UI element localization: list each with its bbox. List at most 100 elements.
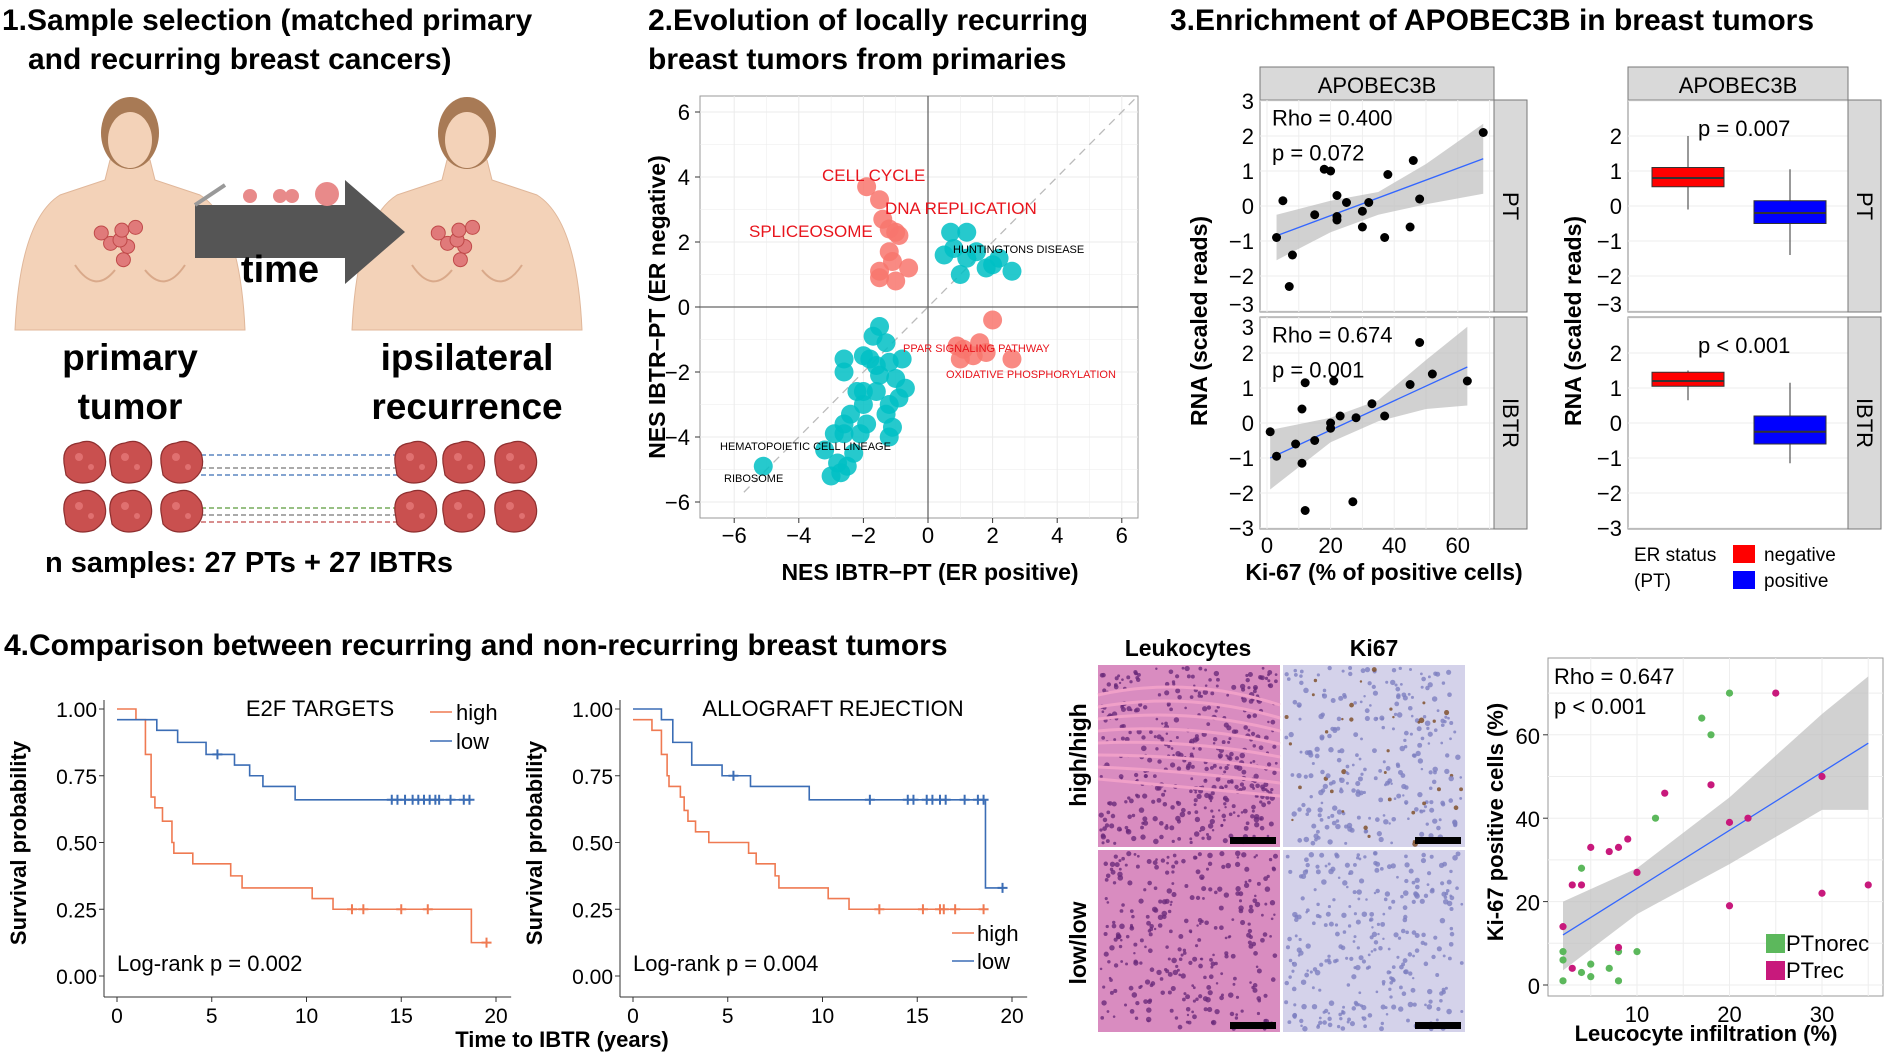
x-tick-label: 10	[811, 1005, 834, 1028]
x-axis-label: NES IBTR−PT (ER positive)	[781, 559, 1078, 585]
censor-mark	[908, 794, 919, 805]
data-point	[1577, 881, 1586, 889]
x-tick-label: 0	[627, 1005, 639, 1028]
x-axis-label: Leucocyte infiltration (%)	[1575, 1021, 1838, 1046]
data-point	[1624, 835, 1632, 843]
censor-mark	[950, 904, 961, 915]
x-tick-label: 20	[1717, 1002, 1741, 1027]
strip-label: APOBEC3B	[1679, 73, 1798, 98]
censor-mark	[728, 770, 739, 781]
y-tick-label: 2	[1242, 341, 1254, 366]
panel-1-sample-selection: 1.Sample selection (matched primary and r…	[2, 4, 583, 579]
tumor-sample-icon	[442, 489, 486, 533]
head-icon	[108, 112, 152, 168]
data-point	[1587, 843, 1595, 851]
tumor-sample-icon	[63, 489, 107, 533]
p-value-label: p = 0.072	[1272, 141, 1364, 166]
x-tick-label: 4	[1051, 523, 1063, 548]
censor-mark	[917, 904, 928, 915]
primary-tumor-label: primary	[62, 337, 198, 378]
data-point	[815, 440, 835, 460]
data-point	[1818, 772, 1826, 781]
data-point	[1367, 399, 1377, 409]
row-label: low/low	[1065, 901, 1091, 984]
facet-ibtr: Rho = 0.674 p = 0.001 IBTR 32 1 0 −1 −2 −3	[1229, 315, 1528, 541]
data-point	[1587, 960, 1595, 968]
censor-mark	[434, 794, 445, 805]
panel-title: 4.Comparison between recurring and non-r…	[4, 629, 948, 662]
y-axis-label: NES IBTR−PT (ER negative)	[644, 155, 670, 459]
y-tick-label: −6	[665, 490, 690, 515]
data-point	[879, 427, 899, 447]
data-point	[1408, 156, 1418, 165]
data-point	[1633, 868, 1641, 877]
regression-line	[1269, 366, 1468, 459]
data-point	[983, 310, 1003, 330]
x-axis-label: Time to IBTR (years)	[455, 1027, 669, 1052]
tumor-sample-icon	[109, 440, 153, 484]
data-point	[1335, 411, 1345, 421]
data-point	[1587, 973, 1595, 981]
y-tick-label: 2	[1610, 341, 1622, 366]
data-point	[1478, 128, 1488, 137]
data-point	[886, 271, 906, 291]
data-point	[866, 382, 886, 401]
data-point	[947, 336, 967, 356]
data-point	[882, 252, 902, 271]
data-point	[1284, 282, 1294, 291]
data-point	[1661, 789, 1669, 797]
y-tick-label: 1	[1610, 159, 1622, 184]
y-tick-label: 40	[1516, 807, 1540, 832]
data-point	[753, 456, 773, 476]
data-point	[989, 248, 1009, 268]
data-point	[1427, 369, 1437, 379]
censor-mark	[938, 904, 949, 915]
box-negative	[1651, 371, 1725, 387]
y-tick-label: 3	[1242, 89, 1254, 114]
x-tick-label: 5	[206, 1005, 218, 1028]
facet-strip	[1627, 66, 1849, 101]
facet-strip	[1493, 316, 1528, 530]
tumor-sample-icon	[160, 440, 204, 484]
legend-entry: high	[977, 921, 1019, 946]
rho-label: Rho = 0.400	[1272, 106, 1392, 131]
legend-title: ER status	[1634, 545, 1716, 566]
censor-mark	[358, 904, 369, 915]
y-tick-label: 2	[1610, 124, 1622, 149]
x-tick-label: 5	[722, 1005, 734, 1028]
er-status-legend: ER status (PT) negative positive	[1634, 545, 1836, 592]
p-value-label: p < 0.001	[1554, 694, 1646, 719]
y-tick-label: 0	[1610, 194, 1622, 219]
data-point	[1405, 222, 1415, 232]
censor-mark	[212, 749, 223, 760]
data-point	[1265, 427, 1275, 437]
data-point	[850, 424, 870, 444]
ki67-stain-image	[1283, 850, 1465, 1032]
data-point	[1614, 943, 1623, 952]
y-tick-label: 60	[1516, 724, 1540, 749]
y-axis-label: Ki-67 positive cells (%)	[1483, 703, 1508, 941]
censor-mark	[978, 794, 989, 805]
x-tick-label: 6	[1116, 523, 1128, 548]
data-point	[1297, 458, 1307, 468]
ki67-stain-image	[1283, 665, 1465, 847]
panel-3-apobec3b: 3.Enrichment of APOBEC3B in breast tumor…	[1170, 4, 1882, 592]
data-point	[834, 424, 854, 444]
data-point	[976, 258, 996, 278]
confidence-band	[1270, 326, 1468, 490]
y-tick-label: −2	[1597, 481, 1622, 506]
y-tick-label: −3	[1597, 516, 1622, 541]
data-point	[1342, 198, 1351, 207]
tumor-sample-icon	[160, 489, 204, 533]
y-tick-label: 4	[678, 165, 690, 190]
legend-entry: PTnorec	[1786, 931, 1869, 956]
cell-icon	[243, 189, 257, 203]
data-point	[1002, 261, 1022, 281]
legend-swatch	[1733, 571, 1755, 589]
data-point	[1698, 714, 1706, 722]
cell-icon	[273, 189, 287, 203]
x-tick-label: 60	[1446, 533, 1470, 558]
data-point	[834, 362, 854, 382]
rho-label: Rho = 0.647	[1554, 664, 1674, 689]
histology-panel: Leukocytes Ki67 high/high low/low	[1065, 635, 1465, 1032]
